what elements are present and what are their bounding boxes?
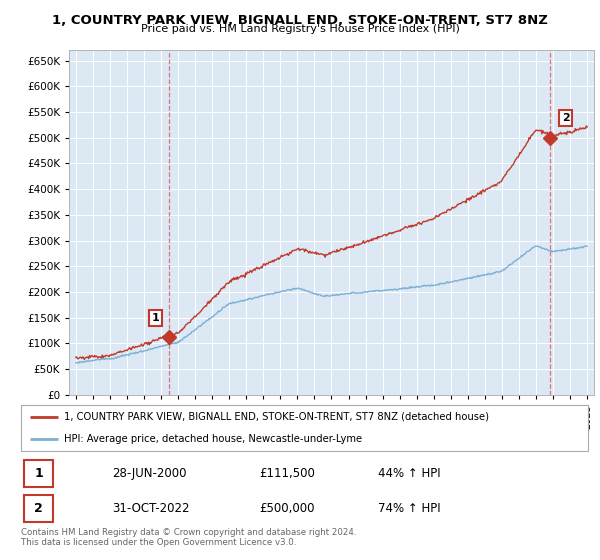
Text: 74% ↑ HPI: 74% ↑ HPI [378, 502, 441, 515]
Text: 2: 2 [562, 113, 569, 123]
FancyBboxPatch shape [21, 405, 588, 451]
Text: 1, COUNTRY PARK VIEW, BIGNALL END, STOKE-ON-TRENT, ST7 8NZ: 1, COUNTRY PARK VIEW, BIGNALL END, STOKE… [52, 14, 548, 27]
Text: 2: 2 [34, 502, 43, 515]
Text: 1: 1 [34, 467, 43, 480]
Text: 31-OCT-2022: 31-OCT-2022 [112, 502, 189, 515]
Text: 44% ↑ HPI: 44% ↑ HPI [378, 467, 441, 480]
Text: HPI: Average price, detached house, Newcastle-under-Lyme: HPI: Average price, detached house, Newc… [64, 434, 362, 444]
FancyBboxPatch shape [24, 495, 53, 522]
Text: Price paid vs. HM Land Registry's House Price Index (HPI): Price paid vs. HM Land Registry's House … [140, 24, 460, 34]
FancyBboxPatch shape [24, 460, 53, 487]
Text: 1: 1 [152, 313, 160, 323]
Text: 1, COUNTRY PARK VIEW, BIGNALL END, STOKE-ON-TRENT, ST7 8NZ (detached house): 1, COUNTRY PARK VIEW, BIGNALL END, STOKE… [64, 412, 488, 422]
Text: £111,500: £111,500 [259, 467, 315, 480]
Text: 28-JUN-2000: 28-JUN-2000 [112, 467, 186, 480]
Text: £500,000: £500,000 [259, 502, 314, 515]
Text: Contains HM Land Registry data © Crown copyright and database right 2024.
This d: Contains HM Land Registry data © Crown c… [21, 528, 356, 547]
